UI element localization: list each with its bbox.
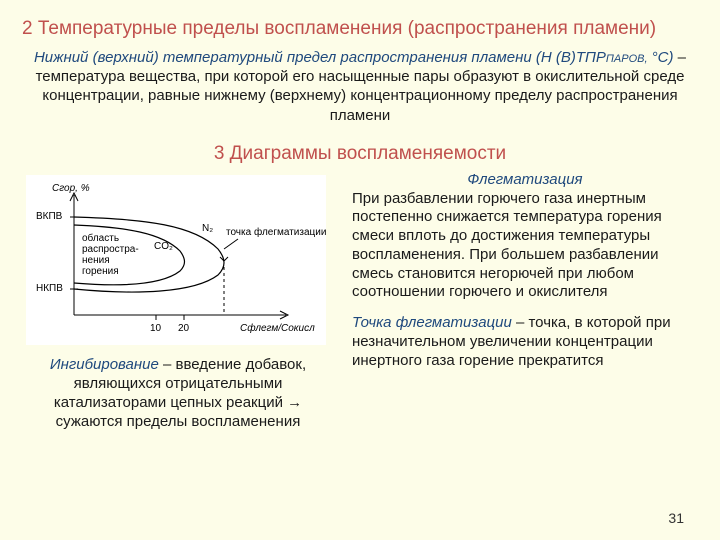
- y-axis-label: Cгор, %: [52, 183, 90, 194]
- x-tick-1: 20: [178, 323, 190, 334]
- co2-label: CO₂: [154, 241, 173, 252]
- page-number: 31: [668, 510, 684, 526]
- inhibition-term: Ингибирование: [50, 356, 159, 373]
- vkpv-label: ВКПВ: [36, 211, 63, 222]
- fleg-term: Флегматизация: [352, 171, 698, 190]
- right-column: Флегматизация При разбавлении горючего г…: [352, 171, 698, 447]
- definition-1: Нижний (верхний) температурный предел ра…: [32, 48, 688, 125]
- nkpv-label: НКПВ: [36, 283, 63, 294]
- n2-label: N₂: [202, 223, 213, 234]
- left-column: Cгор, % Cфлегм/Cокисл 10 20 ВКПВ НКПВ: [22, 171, 334, 447]
- fleg-point-label: точка флегматизации: [226, 226, 326, 238]
- fleg-point-term: Точка флегматизации: [352, 314, 512, 331]
- region-line-1: распростра-: [82, 244, 139, 255]
- def1-unit: °С): [648, 49, 674, 66]
- def1-subscript: ПАРОВ,: [606, 53, 648, 65]
- x-tick-0: 10: [150, 323, 162, 334]
- region-line-3: горения: [82, 266, 119, 277]
- fleg-paragraph: При разбавлении горючего газа инертным п…: [352, 190, 662, 301]
- heading-2: 3 Диаграммы воспламеняемости: [22, 143, 698, 165]
- region-line-0: область: [82, 232, 119, 244]
- heading-1: 2 Температурные пределы воспламенения (р…: [22, 18, 698, 40]
- def1-lead: Нижний (верхний) температурный предел ра…: [34, 49, 606, 66]
- flammability-diagram: Cгор, % Cфлегм/Cокисл 10 20 ВКПВ НКПВ: [26, 175, 326, 345]
- x-axis-label: Cфлегм/Cокисл: [240, 322, 315, 334]
- region-line-2: нения: [82, 255, 110, 266]
- inhibition-paragraph: Ингибирование – введение добавок, являющ…: [22, 355, 334, 432]
